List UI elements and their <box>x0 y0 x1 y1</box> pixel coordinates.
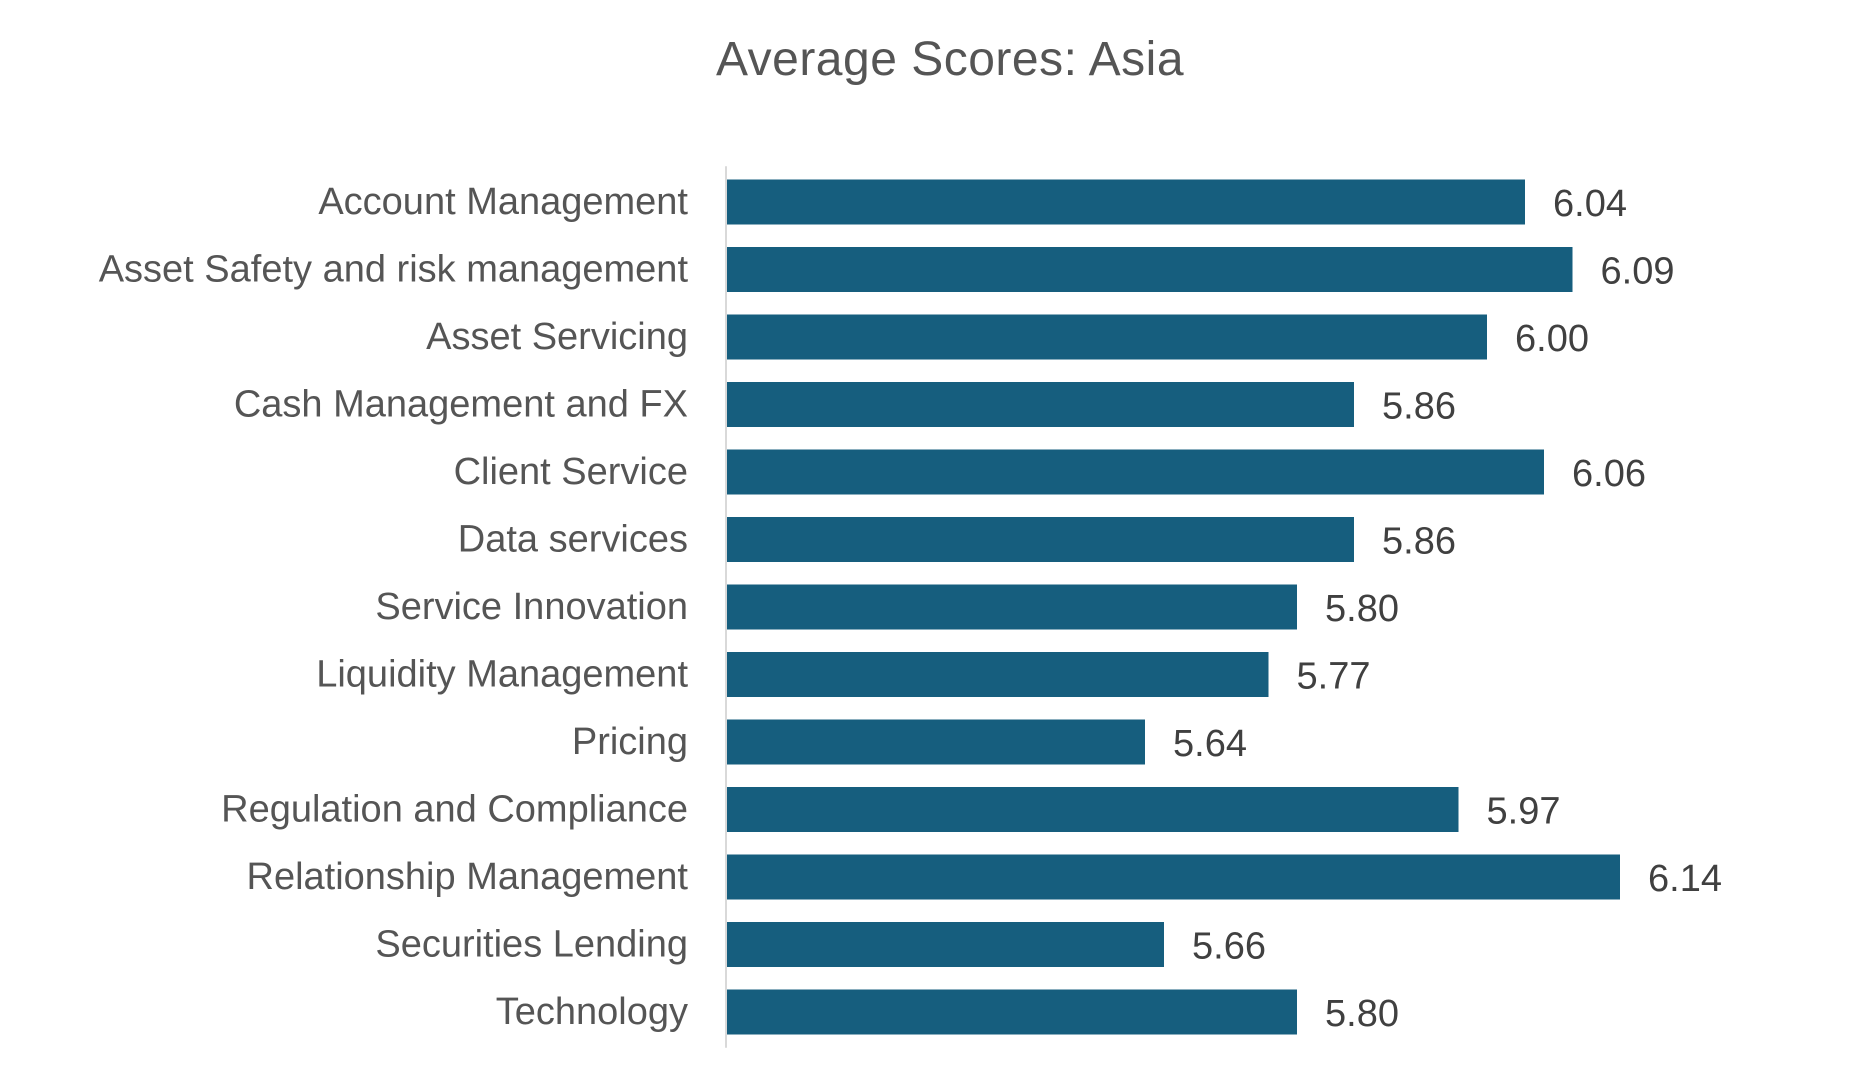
bar-relationship-management <box>727 854 1620 900</box>
bar-data-services <box>727 517 1354 562</box>
value-label-data-services: 5.86 <box>1382 521 1456 563</box>
value-label-regulation-and-compliance: 5.97 <box>1487 791 1561 833</box>
value-label-asset-servicing: 6.00 <box>1515 318 1589 360</box>
value-label-relationship-management: 6.14 <box>1648 858 1722 900</box>
bar-pricing <box>727 719 1145 765</box>
bars-group <box>727 179 1620 1035</box>
value-label-account-management: 6.04 <box>1553 183 1627 225</box>
value-label-technology: 5.80 <box>1325 993 1399 1035</box>
bar-account-management <box>727 179 1525 225</box>
value-label-asset-safety-and-risk-management: 6.09 <box>1601 251 1675 293</box>
chart-title: Average Scores: Asia <box>715 33 1185 86</box>
bar-liquidity-management <box>727 652 1269 697</box>
bar-client-service <box>727 449 1544 495</box>
category-label-regulation-and-compliance: Regulation and Compliance <box>221 789 688 831</box>
category-label-account-management: Account Management <box>318 181 688 223</box>
category-label-liquidity-management: Liquidity Management <box>316 654 688 696</box>
value-labels-group: 6.04 6.09 6.00 5.86 6.06 5.86 5.80 5.77 5.64 5.97… <box>1173 183 1722 1035</box>
category-label-asset-servicing: Asset Servicing <box>426 316 688 358</box>
category-label-pricing: Pricing <box>572 721 688 763</box>
category-label-securities-lending: Securities Lending <box>375 924 688 966</box>
category-label-client-service: Client Service <box>454 451 688 493</box>
value-label-client-service: 6.06 <box>1572 453 1646 495</box>
category-label-data-services: Data services <box>458 519 688 561</box>
category-label-cash-management-and-fx: Cash Management and FX <box>234 384 688 426</box>
bar-cash-management-and-fx <box>727 382 1354 427</box>
bar-service-innovation <box>727 584 1297 630</box>
bar-asset-safety-and-risk-management <box>727 247 1573 292</box>
bar-asset-servicing <box>727 314 1487 360</box>
category-label-relationship-management: Relationship Management <box>247 856 689 898</box>
value-label-pricing: 5.64 <box>1173 723 1247 765</box>
value-label-liquidity-management: 5.77 <box>1297 656 1371 698</box>
value-label-securities-lending: 5.66 <box>1192 926 1266 968</box>
value-label-cash-management-and-fx: 5.86 <box>1382 386 1456 428</box>
category-labels-group: Account Management Asset Safety and risk … <box>99 181 689 1033</box>
bar-regulation-and-compliance <box>727 787 1459 832</box>
category-label-technology: Technology <box>496 991 688 1033</box>
bar-technology <box>727 989 1297 1035</box>
category-label-asset-safety-and-risk-management: Asset Safety and risk management <box>99 249 689 291</box>
bar-securities-lending <box>727 922 1164 967</box>
value-label-service-innovation: 5.80 <box>1325 588 1399 630</box>
category-label-service-innovation: Service Innovation <box>375 586 688 628</box>
